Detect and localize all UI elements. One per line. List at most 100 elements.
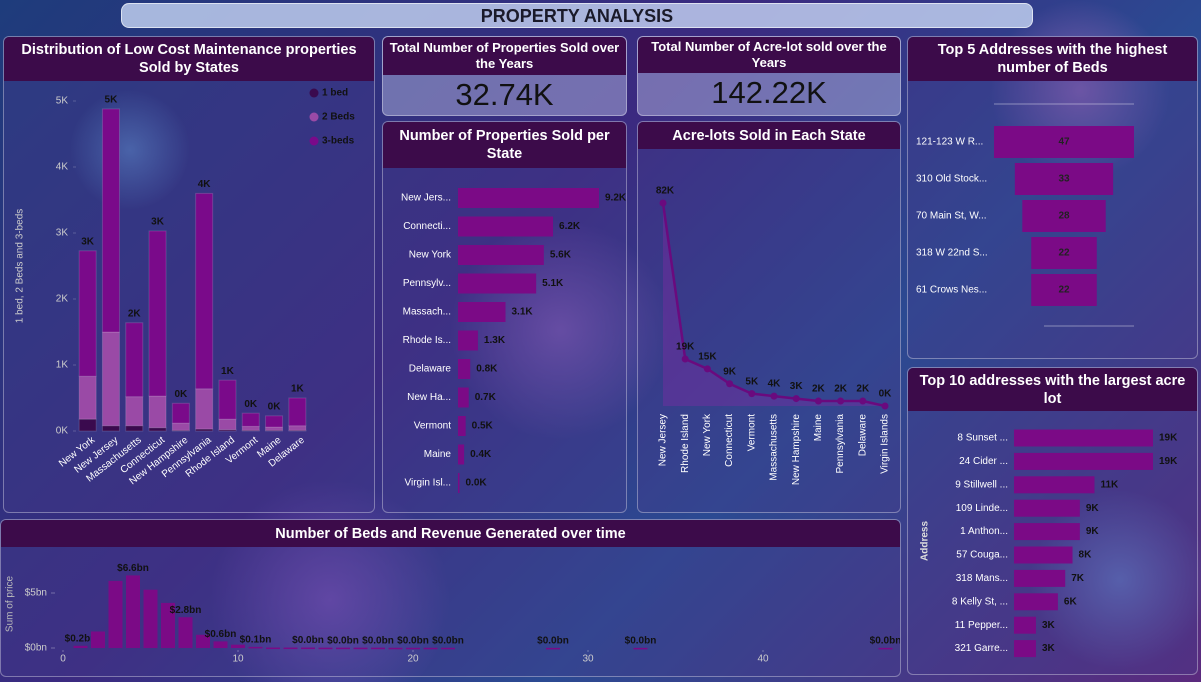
bar-segment — [101, 331, 120, 427]
panel: Number of Beds and Revenue Generated ove… — [0, 519, 901, 677]
total-label: 2K — [128, 308, 142, 319]
point — [748, 390, 756, 398]
bar-segment — [78, 418, 97, 432]
value-label: 5.6K — [550, 250, 572, 261]
bar — [213, 641, 228, 648]
y-tick-label: Pennsylv... — [403, 278, 451, 289]
legend-swatch — [309, 136, 319, 146]
y-tick-label: 2K — [56, 294, 69, 305]
value-label: 0.5K — [472, 421, 494, 432]
x-tick-label: 10 — [232, 654, 244, 665]
bar — [423, 647, 438, 650]
value-label: 9.2K — [605, 193, 627, 204]
value-label: $0.0bn — [870, 636, 901, 647]
bar-segment — [78, 375, 97, 420]
point — [770, 392, 778, 400]
bar — [1014, 546, 1073, 564]
value-label: 2K — [812, 384, 826, 395]
y-axis-title: Address — [920, 521, 931, 561]
value-label: 1.3K — [484, 335, 506, 346]
y-tick-label: Massach... — [403, 307, 451, 318]
chart-title: Distribution of Low Cost Maintenance pro… — [4, 37, 374, 81]
value-label: 0.8K — [476, 364, 498, 375]
bar-segment — [171, 422, 190, 431]
x-tick-label: Rhode Island — [680, 414, 691, 473]
value-label: $0.0bn — [537, 636, 569, 647]
value-label: 3.1K — [512, 307, 534, 318]
kpi-title: Total Number of Properties Sold over the… — [383, 37, 626, 75]
bar-segment — [218, 418, 237, 431]
x-tick-label: 20 — [407, 654, 419, 665]
bar — [126, 575, 140, 648]
bar-segment — [148, 427, 167, 432]
bar-segment — [125, 322, 144, 398]
y-tick-label: 24 Cider ... — [959, 456, 1008, 467]
bar — [1014, 593, 1058, 611]
bar-segment — [148, 230, 167, 397]
x-tick-label: Virgin Islands — [880, 414, 891, 474]
bar — [546, 647, 560, 650]
x-tick-label: 30 — [582, 654, 594, 665]
bar-segment — [171, 402, 190, 424]
panel: Top 10 addresses with the largest acre l… — [907, 367, 1198, 675]
y-tick-label: 1 Anthon... — [960, 526, 1008, 537]
bar-segment — [195, 192, 214, 390]
bar — [1014, 452, 1153, 470]
bar — [196, 634, 210, 648]
x-tick-label: Pennsylvania — [835, 414, 846, 474]
bar-segment — [125, 396, 144, 427]
value-label: 9K — [1086, 503, 1100, 514]
y-tick-label: 57 Couga... — [956, 550, 1008, 561]
total-label: 4K — [198, 179, 212, 190]
y-tick-label: 9 Stillwell ... — [955, 479, 1008, 490]
bar — [1022, 200, 1106, 232]
value-label: 2K — [834, 384, 848, 395]
total-label: 0K — [268, 401, 282, 412]
kpi-value: 32.74K — [455, 77, 554, 112]
bar-segment — [101, 425, 120, 432]
category-label: 70 Main St, W... — [916, 211, 987, 222]
category-label: 61 Crows Nes... — [916, 285, 987, 296]
bar — [91, 631, 105, 648]
x-tick-label: New York — [702, 413, 713, 456]
y-tick-label: 109 Linde... — [956, 503, 1008, 514]
bar — [633, 647, 648, 650]
value-label: 0K — [879, 389, 893, 400]
y-tick-label: 4K — [56, 162, 69, 173]
y-axis-title: 1 bed, 2 Beds and 3-beds — [15, 209, 26, 324]
x-tick-label: New Hampshire — [791, 414, 802, 486]
bar — [458, 359, 471, 379]
value-label: 6K — [1064, 596, 1078, 607]
bar — [1014, 640, 1036, 658]
bar — [1031, 237, 1097, 269]
bar — [108, 580, 123, 648]
chart-title: Number of Beds and Revenue Generated ove… — [1, 520, 900, 547]
value-label: $0.0bn — [327, 635, 359, 646]
value-label: 2K — [856, 384, 870, 395]
bar — [1014, 569, 1066, 587]
value-label: 0.4K — [470, 449, 492, 460]
kpi-title: Total Number of Acre-lot sold over the Y… — [638, 37, 900, 73]
value-label: 19K — [676, 342, 695, 353]
x-tick-label: 40 — [757, 654, 769, 665]
chart: $0bn $5bn 0 10 20 30 40 Sum of price $0.2bn $6.6b… — [5, 563, 901, 665]
bar — [1014, 523, 1080, 541]
value-label: $0.1bn — [240, 635, 272, 646]
bar — [458, 302, 506, 322]
bar — [1014, 429, 1153, 447]
bar — [301, 647, 315, 650]
panel: Number of Properties Sold per State New … — [382, 121, 627, 513]
value-label: 3K — [1042, 620, 1056, 631]
panel: Distribution of Low Cost Maintenance pro… — [3, 36, 375, 513]
point — [726, 380, 734, 388]
value-label: $0.2bn — [65, 633, 97, 644]
y-tick-label: Vermont — [414, 421, 451, 432]
bar — [248, 646, 263, 649]
bar — [1014, 476, 1095, 494]
value-label: 28 — [1058, 211, 1070, 222]
bar — [178, 617, 193, 648]
bar — [353, 647, 368, 650]
chart-title: Number of Properties Sold per State — [383, 122, 626, 168]
x-tick-label: 0 — [60, 654, 66, 665]
